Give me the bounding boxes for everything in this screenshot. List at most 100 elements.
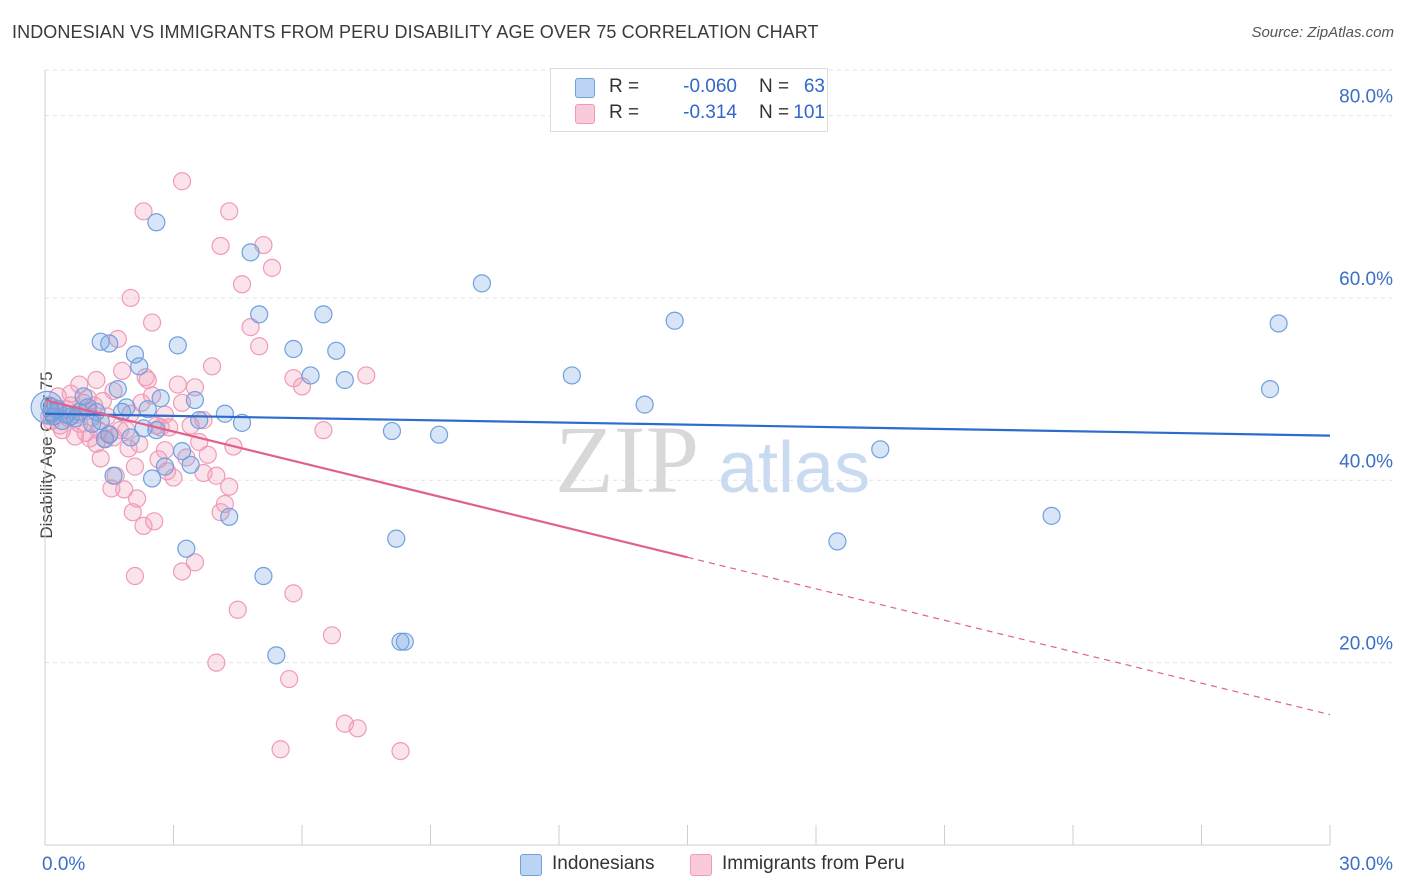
trend-line-dashed-1 xyxy=(687,556,1331,716)
indonesians-point xyxy=(665,311,684,330)
tick-labels: 20.0% 40.0% 60.0% 80.0% 0.0% 30.0% xyxy=(42,87,1393,875)
legend-r-label: R = xyxy=(609,76,640,97)
indonesians-point-cluster xyxy=(30,390,64,424)
indonesians-point xyxy=(250,305,269,324)
legend-swatch-pink xyxy=(575,104,595,124)
peru-point xyxy=(123,503,142,522)
peru-point xyxy=(172,562,192,581)
indonesians-point xyxy=(232,413,252,432)
indonesians-point xyxy=(387,529,406,548)
indonesians-point xyxy=(301,366,320,385)
legend-r-value: -0.314 xyxy=(683,102,737,123)
peru-point xyxy=(228,600,247,619)
peru-point xyxy=(115,480,134,499)
indonesians-point xyxy=(147,421,166,440)
indonesians-point xyxy=(1042,506,1061,525)
legend-r-label: R = xyxy=(609,102,640,123)
indonesians-point xyxy=(168,336,187,355)
indonesians-point xyxy=(327,341,346,360)
indonesians-point xyxy=(1260,380,1280,399)
indonesians-point xyxy=(395,632,414,651)
indonesians-point xyxy=(151,389,170,408)
peru-point xyxy=(250,337,269,356)
indonesians-point xyxy=(147,213,166,232)
peru-point xyxy=(134,516,153,535)
peru-point xyxy=(91,449,110,468)
indonesians-point xyxy=(284,339,303,359)
indonesians-point xyxy=(181,455,200,474)
indonesians-point xyxy=(117,398,136,417)
bottom-swatch-blue xyxy=(520,854,542,876)
indonesians-point xyxy=(125,345,145,364)
peru-point xyxy=(220,477,239,496)
indonesians-point xyxy=(104,466,123,485)
trend-line-0 xyxy=(44,412,1331,437)
y-tick-label: 60.0% xyxy=(1339,269,1393,290)
peru-point xyxy=(322,626,342,645)
x-tick-label: 30.0% xyxy=(1339,854,1393,875)
peru-point xyxy=(284,584,303,603)
indonesians-point xyxy=(220,507,239,526)
peru-point xyxy=(127,489,147,508)
bottom-swatch-pink xyxy=(690,854,712,876)
indonesians-point xyxy=(130,357,149,376)
indonesians-point xyxy=(429,425,449,444)
peru-point xyxy=(314,421,333,440)
peru-point xyxy=(198,445,217,464)
series-peru-points xyxy=(40,172,410,761)
peru-point xyxy=(125,566,145,586)
indonesians-point xyxy=(91,411,110,431)
peru-point xyxy=(136,368,155,387)
peru-point xyxy=(391,741,410,761)
indonesians-point xyxy=(472,274,491,293)
indonesians-point xyxy=(635,395,654,414)
peru-point xyxy=(220,202,239,221)
indonesians-point xyxy=(335,370,354,390)
indonesians-point xyxy=(177,539,196,558)
peru-point xyxy=(284,369,303,388)
indonesians-point xyxy=(215,404,234,423)
watermark-atlas: atlas xyxy=(718,428,870,508)
indonesians-point xyxy=(142,469,162,488)
peru-point xyxy=(232,275,252,294)
peru-point xyxy=(110,421,130,440)
indonesians-point xyxy=(172,442,192,461)
peru-point xyxy=(271,740,290,759)
legend-swatch-blue xyxy=(575,78,595,98)
indonesians-point xyxy=(138,400,157,419)
indonesians-point xyxy=(382,421,402,441)
peru-point xyxy=(155,441,175,460)
peru-point xyxy=(357,366,376,385)
peru-point xyxy=(145,512,164,531)
legend-r-value: -0.060 xyxy=(683,76,737,97)
peru-point xyxy=(202,357,222,376)
trend-lines xyxy=(44,398,1331,716)
peru-point xyxy=(207,653,226,672)
peru-point xyxy=(121,288,140,308)
peru-point xyxy=(70,375,89,394)
indonesians-point xyxy=(185,390,205,410)
legend-n-label: N = xyxy=(759,102,790,123)
indonesians-point xyxy=(74,387,93,406)
y-tick-label: 20.0% xyxy=(1339,634,1393,655)
indonesians-point xyxy=(100,425,119,444)
peru-point xyxy=(185,553,205,572)
peru-point xyxy=(262,258,282,277)
indonesians-point xyxy=(828,532,847,551)
indonesians-point xyxy=(314,305,333,324)
trend-line-solid-1 xyxy=(44,398,688,559)
peru-point xyxy=(168,375,187,394)
peru-point xyxy=(125,457,145,476)
peru-point xyxy=(185,378,205,397)
chart-title: INDONESIAN VS IMMIGRANTS FROM PERU DISAB… xyxy=(12,22,819,42)
peru-point xyxy=(134,202,153,221)
indonesians-point xyxy=(391,632,410,651)
indonesians-point xyxy=(190,411,209,430)
x-tick-label: 0.0% xyxy=(42,854,85,875)
gridlines xyxy=(45,69,1392,664)
indonesians-point xyxy=(155,457,175,476)
peru-point xyxy=(280,669,299,689)
indonesians-point xyxy=(254,566,273,586)
bottom-legend-label: Indonesians xyxy=(552,853,655,874)
